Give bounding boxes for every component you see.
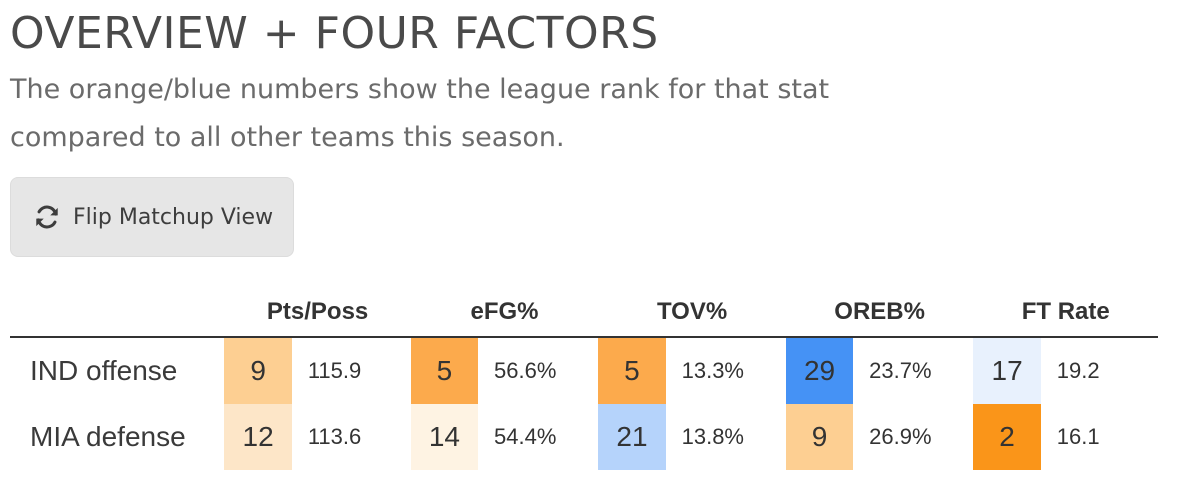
- value-cell: 56.6%: [494, 358, 557, 383]
- rank-cell: 9: [785, 404, 854, 470]
- value-cell: 26.9%: [869, 424, 932, 449]
- rank-cell: 9: [224, 337, 292, 404]
- value-cell: 113.6: [307, 424, 362, 449]
- page-title: OVERVIEW + FOUR FACTORS: [10, 8, 659, 59]
- table-row: MIA defense 12 113.6 14 54.4% 21 13.8% 9…: [10, 404, 1158, 470]
- team-label: IND offense: [30, 355, 178, 386]
- value-cell: 54.4%: [494, 424, 557, 449]
- rank-cell: 17: [973, 337, 1041, 404]
- column-header-tov: TOV%: [598, 288, 786, 338]
- page-subtitle: The orange/blue numbers show the league …: [10, 66, 870, 162]
- subtitle-line-1: The orange/blue numbers show the league …: [10, 74, 830, 105]
- value-cell: 13.8%: [681, 424, 744, 449]
- subtitle-line-2: compared to all other teams this season.: [10, 122, 565, 153]
- column-header-efg: eFG%: [410, 288, 599, 338]
- value-cell: 115.9: [307, 358, 362, 383]
- rank-cell: 12: [224, 404, 292, 470]
- four-factors-table: Pts/Poss eFG% TOV% OREB% FT Rate IND off…: [10, 288, 1158, 470]
- refresh-icon: [33, 203, 61, 231]
- value-cell: 13.3%: [681, 358, 744, 383]
- rank-cell: 5: [410, 337, 479, 404]
- rank-cell: 21: [598, 404, 666, 470]
- team-column-header: [10, 288, 225, 338]
- rank-cell: 5: [598, 337, 666, 404]
- table-header-row: Pts/Poss eFG% TOV% OREB% FT Rate: [10, 288, 1158, 338]
- team-label: MIA defense: [30, 421, 186, 452]
- rank-cell: 2: [973, 404, 1041, 470]
- value-cell: 16.1: [1056, 424, 1100, 449]
- rank-cell: 14: [410, 404, 479, 470]
- value-cell: 23.7%: [869, 358, 932, 383]
- value-cell: 19.2: [1056, 358, 1100, 383]
- table-row: IND offense 9 115.9 5 56.6% 5 13.3% 29 2…: [10, 337, 1158, 404]
- rank-cell: 29: [785, 337, 854, 404]
- flip-matchup-label: Flip Matchup View: [73, 204, 274, 230]
- column-header-pts-poss: Pts/Poss: [224, 288, 411, 338]
- column-header-ft-rate: FT Rate: [973, 288, 1158, 338]
- column-header-oreb: OREB%: [785, 288, 974, 338]
- flip-matchup-button[interactable]: Flip Matchup View: [10, 177, 294, 257]
